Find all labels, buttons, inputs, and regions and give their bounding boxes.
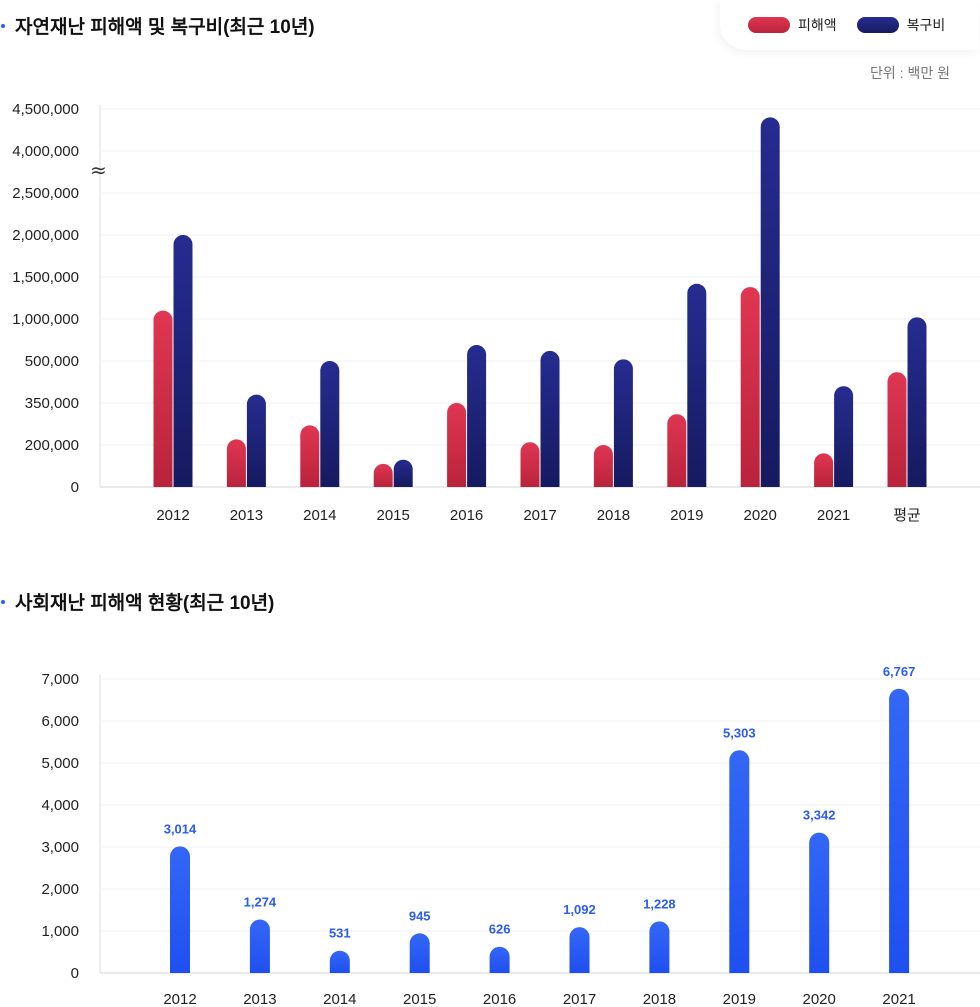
legend-swatch-recovery (856, 17, 899, 33)
chart1-bar-recovery (907, 317, 927, 487)
chart1-bar-damage (153, 310, 173, 487)
chart1-x-tick-label: 2017 (523, 507, 556, 524)
chart1-y-tick-label: 350,000 (25, 395, 79, 412)
chart2-x-tick-label: 2015 (403, 991, 436, 1007)
chart1-y-tick-label: 2,500,000 (12, 185, 79, 202)
chart2-title-text: 사회재난 피해액 현황(최근 10년) (15, 593, 275, 614)
chart1-bar-damage (226, 439, 246, 487)
chart2-x-tick-label: 2017 (563, 991, 596, 1007)
chart2-bar (409, 933, 430, 973)
legend-swatch-damage (748, 17, 790, 33)
chart2-data-label: 6,767 (883, 664, 916, 679)
legend-label-damage: 피해액 (798, 17, 837, 33)
chart1-x-tick-label: 2020 (744, 507, 777, 524)
chart1-title-text: 자연재난 피해액 및 복구비(최근 10년) (15, 17, 315, 38)
bullet-dot-icon (1, 23, 5, 28)
chart2-title: 사회재난 피해액 현황(최근 10년) (0, 588, 274, 615)
chart2-data-label: 531 (329, 926, 351, 941)
chart2-data-label: 1,092 (563, 902, 596, 917)
chart2-bar (489, 946, 510, 973)
chart1-x-tick-label: 2012 (156, 507, 189, 524)
chart2-x-tick-label: 2020 (803, 991, 836, 1007)
chart2-bar (729, 750, 750, 973)
chart2-bar (569, 927, 590, 973)
chart1-bar-recovery (467, 345, 487, 487)
chart2-data-label: 3,342 (803, 808, 836, 823)
chart1-bar-damage (814, 453, 834, 487)
chart2-bar (329, 950, 350, 973)
chart1-x-tick-label: 평균 (893, 507, 921, 524)
chart1-bar-recovery (687, 283, 707, 487)
chart2-bar (889, 688, 910, 973)
chart1-bar-damage (740, 287, 760, 487)
chart2-data-label: 3,014 (164, 821, 197, 836)
chart2-y-tick-label: 7,000 (41, 671, 79, 688)
chart1-y-tick-label: 200,000 (25, 437, 79, 454)
chart1-x-tick-label: 2018 (597, 507, 630, 524)
chart2-y-tick-label: 2,000 (41, 881, 79, 898)
chart2-x-tick-label: 2012 (163, 991, 196, 1007)
chart1-bar-damage (593, 445, 613, 487)
chart2-data-label: 626 (489, 922, 511, 937)
chart2-data-label: 1,274 (244, 894, 277, 909)
chart1-bar-recovery (246, 394, 266, 487)
chart1-x-tick-label: 2016 (450, 507, 483, 524)
chart1-unit-note: 단위 : 백만 원 (870, 65, 950, 81)
chart1-x-tick-label: 2013 (230, 507, 263, 524)
chart1-bar-recovery (173, 235, 193, 487)
chart2-bar (249, 919, 270, 973)
chart1-bar-recovery (760, 117, 780, 488)
chart1-plot: 0 200,000 350,000 500,000 1,000,000 1,500,000… (12, 101, 980, 524)
chart2-x-tick-label: 2021 (882, 991, 915, 1007)
chart1-x-tick-label: 2015 (377, 507, 410, 524)
chart1-y-tick-label: 4,000,000 (12, 143, 79, 160)
chart1-y-tick-label: 2,000,000 (12, 227, 79, 244)
chart2-y-tick-label: 3,000 (41, 839, 79, 856)
chart1-bar-damage (667, 414, 687, 487)
chart2-data-label: 5,303 (723, 725, 756, 740)
chart2-data-label: 1,228 (643, 896, 676, 911)
chart1-y-tick-label: 1,000,000 (12, 311, 79, 328)
chart1-bar-damage (447, 403, 467, 487)
chart2-bar (809, 832, 830, 973)
chart1-bar-damage (520, 442, 540, 487)
chart1-bar-damage (373, 463, 393, 487)
bullet-dot-icon (1, 599, 5, 604)
chart1-y-tick-label: 0 (71, 479, 79, 496)
chart1-legend: 피해액 복구비 (720, 0, 978, 50)
chart1-bar-recovery (393, 459, 413, 487)
chart2-y-tick-label: 5,000 (41, 755, 79, 772)
chart1-bar-recovery (834, 386, 854, 487)
chart1-y-tick-label: 500,000 (25, 353, 79, 370)
chart2-y-tick-label: 1,000 (41, 923, 79, 940)
chart1-title: 자연재난 피해액 및 복구비(최근 10년) (0, 12, 315, 39)
chart1-y-tick-label: 4,500,000 (12, 101, 79, 118)
chart2-x-tick-label: 2016 (483, 991, 516, 1007)
chart2-bar (649, 921, 670, 973)
chart2-x-tick-label: 2013 (243, 991, 276, 1007)
chart1-bar-damage (300, 425, 320, 487)
chart1-x-tick-label: 2021 (817, 507, 850, 524)
chart2-y-tick-label: 6,000 (41, 713, 79, 730)
chart1-bar-damage (887, 372, 907, 487)
chart2-y-tick-label: 0 (71, 965, 79, 982)
chart1-y-tick-label: 1,500,000 (12, 269, 79, 286)
legend-item-recovery: 복구비 (856, 15, 946, 35)
legend-label-recovery: 복구비 (906, 17, 946, 33)
chart1-bar-recovery (540, 350, 560, 487)
chart1-x-tick-label: 2014 (303, 507, 336, 524)
chart2-x-tick-label: 2018 (643, 991, 676, 1007)
chart2-bar (170, 846, 190, 973)
axis-break-icon: ≈ (90, 158, 107, 182)
chart1-bar-recovery (613, 359, 633, 487)
chart1-x-tick-label: 2019 (670, 507, 703, 524)
chart2-data-label: 945 (409, 908, 431, 923)
chart2-y-tick-label: 4,000 (41, 797, 79, 814)
chart2-x-tick-label: 2014 (323, 991, 356, 1007)
chart2-x-tick-label: 2019 (723, 991, 756, 1007)
chart1-bar-recovery (320, 361, 340, 487)
legend-item-damage: 피해액 (748, 15, 837, 35)
